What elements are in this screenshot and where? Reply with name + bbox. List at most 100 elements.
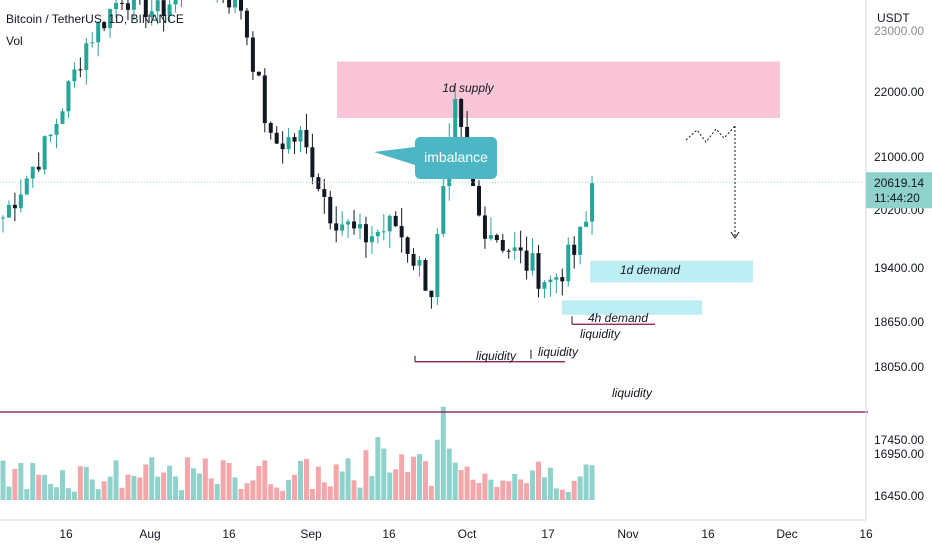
candle-body xyxy=(548,279,553,283)
volume-bar xyxy=(518,479,524,500)
candle xyxy=(286,128,291,154)
candle-body xyxy=(566,244,571,282)
candle-body xyxy=(173,0,178,5)
candle-body xyxy=(340,224,345,231)
candle xyxy=(459,97,464,138)
volume-bar xyxy=(476,483,482,500)
candle xyxy=(216,0,218,3)
candle xyxy=(72,61,77,88)
candle-body xyxy=(530,253,535,271)
volume-bar xyxy=(71,491,77,500)
volume-bar xyxy=(577,476,583,500)
volume-bar xyxy=(113,460,119,500)
volume-bar xyxy=(494,486,500,500)
candle-body xyxy=(30,166,35,179)
volume-bar xyxy=(232,477,238,500)
volume-bar xyxy=(512,473,518,500)
candle xyxy=(256,71,261,77)
volume-bar xyxy=(36,474,42,500)
countdown-value: 11:44:20 xyxy=(874,191,920,205)
candle xyxy=(149,0,154,26)
volume-bar xyxy=(482,473,488,500)
candle-body xyxy=(54,123,59,135)
candle-body xyxy=(84,43,89,71)
candle-body xyxy=(542,282,547,289)
candle-body xyxy=(590,183,595,222)
candle xyxy=(405,236,410,263)
candle xyxy=(304,113,309,154)
candle xyxy=(572,236,577,269)
candle xyxy=(328,190,333,230)
candle-body xyxy=(262,75,267,124)
volume-bar xyxy=(125,474,131,500)
volume-bar xyxy=(339,471,345,500)
volume-bar xyxy=(506,481,512,500)
volume-bar xyxy=(137,477,143,500)
candle-body xyxy=(12,204,17,209)
price-tick: 21000.00 xyxy=(874,150,924,164)
candle-body xyxy=(24,178,29,195)
price-tick: 18050.00 xyxy=(874,360,924,374)
candle-body xyxy=(536,253,541,289)
candle xyxy=(233,0,238,13)
volume-bar xyxy=(470,479,476,500)
candle xyxy=(48,133,53,143)
candle xyxy=(298,126,303,153)
volume-bar xyxy=(48,483,54,500)
candle-body xyxy=(369,236,374,243)
volume-bar xyxy=(422,461,428,500)
volume-bar xyxy=(202,458,208,500)
candle-body xyxy=(96,22,101,43)
volume-bar xyxy=(589,465,595,500)
candle-body xyxy=(280,143,285,150)
candle-body xyxy=(387,215,392,232)
candle-body xyxy=(381,231,386,233)
volume-bar xyxy=(452,462,458,500)
volume-bar xyxy=(446,448,452,500)
candle xyxy=(506,248,511,259)
volume-bar xyxy=(309,488,315,500)
candle xyxy=(108,8,113,38)
candle xyxy=(399,207,404,253)
volume-bar xyxy=(500,480,506,500)
candle xyxy=(239,0,243,20)
candle xyxy=(131,0,136,21)
time-tick: 16 xyxy=(59,527,73,541)
candle-body xyxy=(584,221,589,227)
volume-bar xyxy=(60,470,65,500)
candle xyxy=(36,152,41,173)
candle xyxy=(60,108,65,124)
zones-layer xyxy=(337,61,780,315)
candle xyxy=(530,238,535,276)
candle-body xyxy=(60,111,65,124)
price-tick: 22000.00 xyxy=(874,85,924,99)
volume-bar xyxy=(214,483,220,500)
volume-bar xyxy=(238,489,244,500)
candle xyxy=(268,121,273,140)
time-tick: Oct xyxy=(458,527,477,541)
candle-body xyxy=(161,0,166,17)
candle xyxy=(340,211,345,236)
volume-indicator-label[interactable]: Vol xyxy=(6,34,23,48)
volume-bar xyxy=(369,475,375,500)
candle-body xyxy=(114,2,119,10)
candle xyxy=(6,200,11,219)
candle-body xyxy=(1,217,5,219)
candle xyxy=(143,0,148,29)
candle-body xyxy=(239,0,243,11)
candle xyxy=(292,133,297,155)
volume-bar xyxy=(393,469,399,500)
candle-body xyxy=(554,277,559,280)
price-tick: 17450.00 xyxy=(874,433,924,447)
volume-bar xyxy=(351,480,357,500)
time-tick: 16 xyxy=(382,527,396,541)
symbol-title[interactable]: Bitcoin / TetherUS, 1D, BINANCE xyxy=(6,12,184,26)
volume-bar xyxy=(42,474,48,500)
volume-bar xyxy=(333,464,339,500)
volume-bar xyxy=(226,462,232,500)
candle-body xyxy=(441,186,446,234)
candle-body xyxy=(488,235,493,239)
volume-bar xyxy=(54,487,60,500)
candle xyxy=(584,211,589,228)
